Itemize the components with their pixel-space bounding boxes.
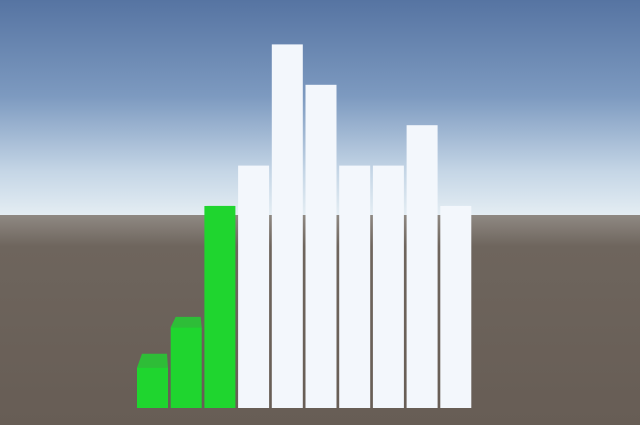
bar xyxy=(440,206,472,408)
bar-top xyxy=(170,316,202,328)
bar xyxy=(305,84,337,409)
bar xyxy=(204,206,236,408)
bar xyxy=(170,327,202,408)
bar xyxy=(271,44,303,409)
bar xyxy=(372,165,404,408)
bar xyxy=(339,165,371,408)
bar xyxy=(406,125,438,408)
bar xyxy=(238,165,270,408)
bars xyxy=(137,44,472,409)
bar-top xyxy=(137,353,168,368)
bar xyxy=(137,367,168,408)
